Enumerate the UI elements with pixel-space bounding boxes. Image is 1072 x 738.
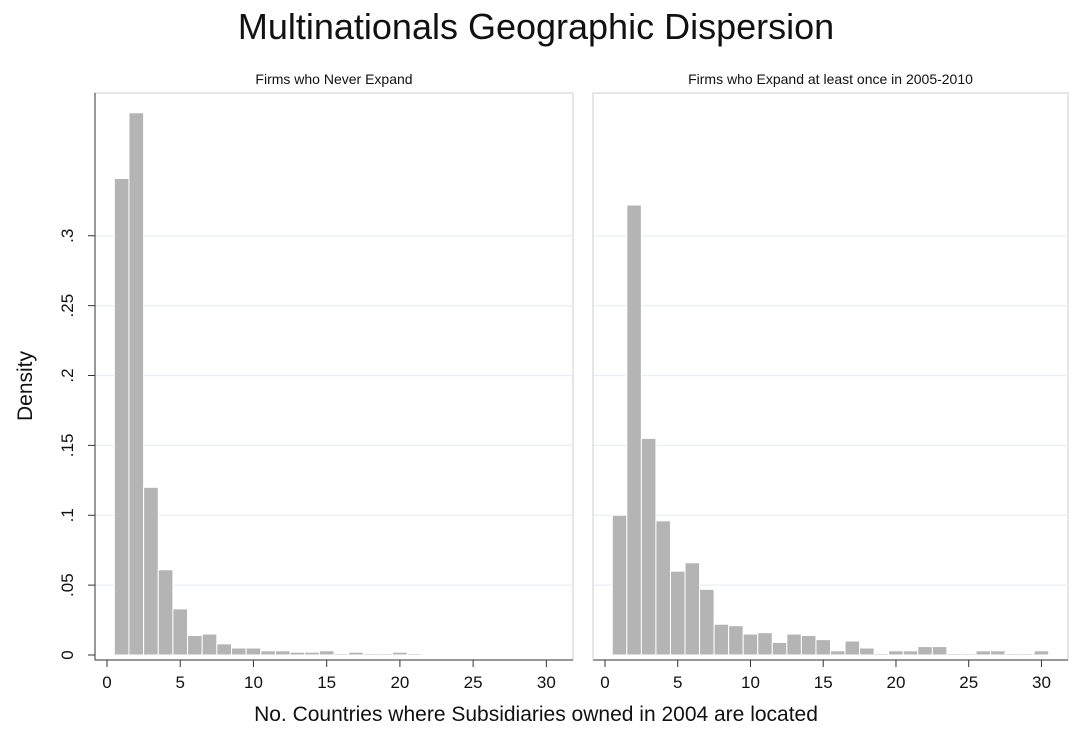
y-tick-label: .3	[58, 229, 77, 243]
histogram-bar	[230, 647, 247, 656]
histogram-bar	[274, 650, 291, 656]
histogram-bar	[742, 633, 759, 656]
histogram-bar	[157, 569, 174, 656]
x-tick-label: 25	[464, 673, 483, 692]
y-tick-label: 0	[58, 650, 77, 659]
x-tick-label: 10	[741, 673, 760, 692]
histogram-bar	[902, 650, 919, 656]
y-tick-label: .1	[58, 508, 77, 522]
chart-title: Multinationals Geographic Dispersion	[237, 6, 835, 47]
histogram-bar	[888, 650, 904, 656]
x-tick-label: 25	[959, 673, 978, 692]
y-tick-label: .15	[58, 434, 77, 458]
x-tick-label: 0	[102, 673, 111, 692]
histogram-bar	[245, 647, 262, 656]
histogram-bar	[873, 653, 890, 656]
x-tick-label: 5	[673, 673, 682, 692]
histogram-bar	[975, 650, 992, 656]
histogram-bar	[815, 639, 831, 656]
histogram-bar	[611, 514, 628, 656]
histogram-bar	[859, 647, 875, 656]
histogram-bar	[786, 633, 802, 656]
x-tick-label: 15	[317, 673, 336, 692]
histogram-bar	[377, 653, 394, 656]
histogram-bar	[757, 632, 773, 656]
histogram-bar	[1019, 653, 1035, 656]
histogram-bar	[640, 437, 657, 656]
panel-title-expand: Firms who Expand at least once in 2005-2…	[688, 71, 973, 87]
histogram-bar	[362, 653, 379, 656]
histogram-bar	[990, 650, 1006, 656]
histogram-bar	[771, 641, 788, 656]
histogram-bar	[128, 112, 145, 656]
x-tick-label: 20	[887, 673, 906, 692]
histogram-bar	[304, 651, 320, 656]
panel-title-never-expand: Firms who Never Expand	[255, 71, 413, 87]
histogram-bar	[626, 204, 642, 656]
histogram-bar	[960, 653, 977, 656]
x-tick-label: 5	[175, 673, 184, 692]
x-tick-label: 10	[244, 673, 263, 692]
histogram-bar	[728, 625, 744, 656]
histogram-bar	[655, 520, 671, 656]
histogram-bar	[289, 651, 306, 656]
histogram-bar	[333, 653, 350, 656]
histogram-bar	[713, 623, 730, 656]
histogram-bar	[830, 650, 846, 656]
histogram-bar	[931, 646, 948, 656]
histogram-bar	[143, 486, 159, 656]
histogram-bar	[187, 634, 203, 656]
y-tick-label: .2	[58, 368, 77, 382]
x-tick-label: 30	[1032, 673, 1051, 692]
x-tick-label: 0	[600, 673, 609, 692]
x-tick-label: 30	[537, 673, 556, 692]
x-axis-label: No. Countries where Subsidiaries owned i…	[254, 703, 818, 726]
histogram-bar	[392, 651, 408, 656]
histogram-bar	[113, 177, 130, 656]
histogram-bar	[844, 640, 861, 656]
histogram-bar	[201, 633, 218, 656]
histogram-bar	[348, 651, 364, 656]
x-tick-label: 20	[390, 673, 409, 692]
histogram-bar	[1033, 650, 1050, 656]
histogram-bar	[800, 634, 817, 656]
histogram-bar	[1004, 653, 1021, 656]
histogram-bar	[216, 643, 232, 656]
histogram-bar	[917, 646, 933, 656]
y-tick-label: .25	[58, 294, 77, 318]
histogram-bar	[684, 562, 701, 656]
histogram-bar	[669, 570, 686, 656]
histogram-bar	[172, 608, 189, 656]
histogram-bar	[318, 650, 335, 656]
histogram-bar	[260, 650, 276, 656]
histogram-bar	[946, 653, 962, 656]
histogram-bar	[699, 588, 715, 656]
y-tick-label: .05	[58, 573, 77, 597]
histogram-bar	[406, 653, 423, 656]
x-tick-label: 15	[814, 673, 833, 692]
